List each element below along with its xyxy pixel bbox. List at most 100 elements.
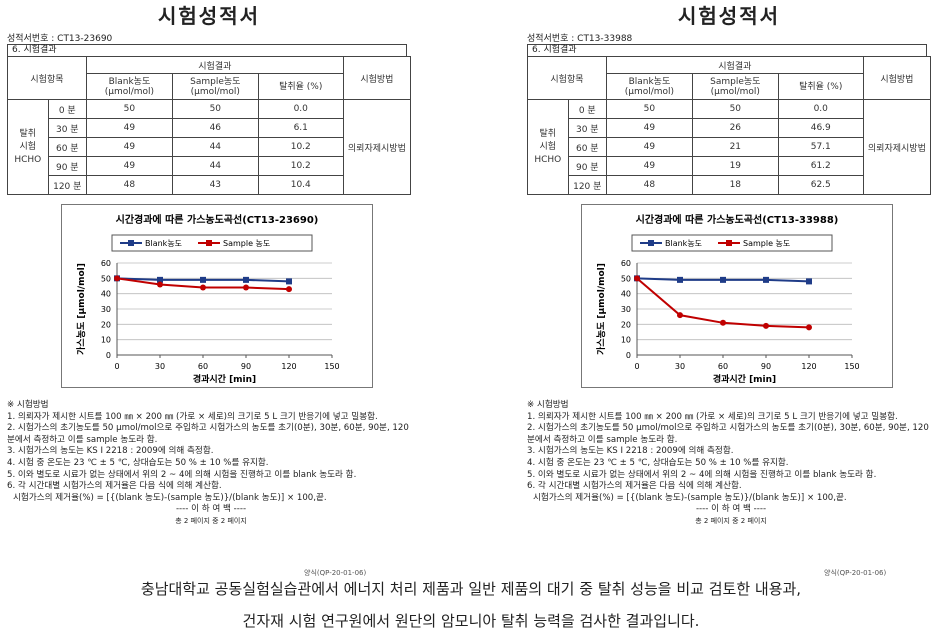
data-point xyxy=(720,319,726,326)
time-cell: 120 분 xyxy=(567,175,607,195)
value-cell: 62.5 xyxy=(777,175,864,195)
value-cell: 46 xyxy=(171,118,259,138)
data-point xyxy=(286,278,292,285)
notes-item: 3. 시험가스의 농도는 KS I 2218 : 2009에 의해 측정함. xyxy=(527,446,734,457)
subheader-text: (μmol/mol) xyxy=(190,86,240,97)
time-cell: 0 분 xyxy=(47,99,87,119)
item-text: 탈취 xyxy=(539,128,557,139)
header-row: 시험항목 시험결과 시험방법 xyxy=(527,56,932,100)
value-cell: 21 xyxy=(691,137,779,157)
data-point xyxy=(157,276,163,283)
y-axis-label: 가스농도 [μmol/mol] xyxy=(595,263,607,355)
y-tick-label: 10 xyxy=(101,336,111,345)
time-cell: 60 분 xyxy=(567,137,607,157)
subheader-cell: 탈취율 (%) xyxy=(777,73,864,100)
notes-item: 2. 시험가스의 초기농도를 50 μmol/mol으로 주입하고 시험가스의 … xyxy=(527,423,929,445)
doc-title: 시험성적서 xyxy=(678,4,780,28)
notes-item: 4. 시험 중 온도는 23 ℃ ± 5 ℃, 상대습도는 50 % ± 10 … xyxy=(527,457,789,468)
item-text: HCHO xyxy=(534,154,562,165)
chart-title: 시간경과에 따른 가스농도곡선(CT13-23690) xyxy=(116,213,319,226)
value-cell: 61.2 xyxy=(777,156,864,176)
x-tick-label: 90 xyxy=(761,362,771,371)
form-number: 양식(QP-20-01-06) xyxy=(824,569,887,577)
data-row: 30 분 49 46 6.1 xyxy=(8,118,411,138)
doc-title: 시험성적서 xyxy=(158,4,260,28)
subheader-text: 탈취율 (%) xyxy=(799,81,843,92)
subheader-row: Blank농도 (μmol/mol) Sample농도 (μmol/mol) 탈취율 (… xyxy=(8,73,411,100)
section-heading: 6. 시험결과 xyxy=(7,44,407,56)
value-cell: 6.1 xyxy=(257,118,344,138)
data-point xyxy=(763,276,769,283)
chart: 시간경과에 따른 가스농도곡선(CT13-23690) Blank농도 Sample… xyxy=(75,213,340,385)
value-cell: 50 xyxy=(691,99,779,119)
test-method-notes: ※ 시험방법 1. 의뢰자가 제시한 시트를 100 ㎜ × 200 ㎜ (가로 … xyxy=(527,400,935,528)
time-cell: 90 분 xyxy=(47,156,87,176)
subheader-text: (μmol/mol) xyxy=(710,86,760,97)
value-cell: 10.4 xyxy=(257,175,344,195)
value-cell: 10.2 xyxy=(257,137,344,157)
time-cell: 30 분 xyxy=(567,118,607,138)
subheader-cell: Sample농도 (μmol/mol) xyxy=(171,73,259,100)
notes-item: 3. 시험가스의 농도는 KS I 2218 : 2009에 의해 측정함. xyxy=(7,446,214,457)
data-point xyxy=(286,286,292,293)
data-point xyxy=(677,312,683,319)
x-axis-label: 경과시간 [min] xyxy=(713,373,776,385)
notes-item: 2. 시험가스의 초기농도를 50 μmol/mol으로 주입하고 시험가스의 … xyxy=(7,423,409,445)
notes-item: 6. 각 시간대별 시험가스의 제거율은 다음 식에 의해 계산함. xyxy=(527,481,742,492)
value-cell: 18 xyxy=(691,175,779,195)
y-tick-label: 10 xyxy=(621,336,631,345)
header-cell: 시험항목 xyxy=(527,56,607,100)
data-row: 탈취 시험 HCHO 0 분 50 50 0.0 의뢰자제시방법 xyxy=(7,99,412,195)
data-point xyxy=(677,276,683,283)
y-tick-label: 60 xyxy=(101,259,111,268)
legend-marker xyxy=(726,240,732,246)
data-row: 120 분 48 43 10.4 xyxy=(8,175,411,195)
legend-marker xyxy=(206,240,212,246)
x-tick-label: 60 xyxy=(718,362,728,371)
y-axis-label: 가스농도 [μmol/mol] xyxy=(75,263,87,355)
method-cell: 의뢰자제시방법 xyxy=(342,99,412,195)
value-cell: 49 xyxy=(605,118,693,138)
value-cell: 57.1 xyxy=(777,137,864,157)
item-text: 시험 xyxy=(539,141,557,152)
page-number: 총 2 페이지 중 2 페이지 xyxy=(175,516,247,525)
data-point xyxy=(157,281,163,288)
subheader-text: (μmol/mol) xyxy=(104,86,155,97)
header-cell: 시험결과 xyxy=(605,56,864,74)
notes-item: 5. 이와 별도로 시료가 없는 상태에서 위의 2 ~ 4에 의해 시험을 진… xyxy=(7,469,357,480)
data-point xyxy=(114,275,120,282)
data-point xyxy=(720,276,726,283)
notes-item: 5. 이와 별도로 시료가 없는 상태에서 위의 2 ~ 4에 의해 시험을 진… xyxy=(527,469,877,480)
item-text: 탈취 xyxy=(19,128,37,139)
subheader-text: Sample농도 xyxy=(190,76,241,87)
value-cell: 49 xyxy=(605,137,693,157)
form-number: 양식(QP-20-01-06) xyxy=(304,569,367,577)
chart-title: 시간경과에 따른 가스농도곡선(CT13-33988) xyxy=(636,213,839,226)
notes-item: 1. 의뢰자가 제시한 시트를 100 ㎜ × 200 ㎜ (가로 × 세로)의… xyxy=(7,411,378,422)
legend-label: Sample 농도 xyxy=(223,239,270,248)
value-cell: 0.0 xyxy=(257,99,344,119)
subheader-text: 탈취율 (%) xyxy=(279,81,323,92)
subheader-text: Blank농도 xyxy=(628,76,671,87)
header-cell: 시험방법 xyxy=(342,56,412,100)
data-row: 탈취 시험 HCHO 0 분 50 50 0.0 의뢰자제시방법 xyxy=(527,99,932,195)
report-number: 성적서번호 : CT13-23690 xyxy=(7,34,113,44)
value-cell: 26 xyxy=(691,118,779,138)
x-tick-label: 90 xyxy=(241,362,251,371)
notes-item: 1. 의뢰자가 제시한 시트를 100 ㎜ × 200 ㎜ (가로 × 세로)의… xyxy=(527,411,898,422)
time-cell: 0 분 xyxy=(567,99,607,119)
subheader-cell: Blank농도 (μmol/mol) xyxy=(605,73,693,100)
notes-item: 시험가스의 제거율(%) = [{(blank 농도)-(sample 농도)}… xyxy=(533,492,847,503)
value-cell: 50 xyxy=(605,99,693,119)
value-cell: 48 xyxy=(605,175,693,195)
notes-item: 6. 각 시간대별 시험가스의 제거율은 다음 식에 의해 계산함. xyxy=(7,481,222,492)
y-tick-label: 40 xyxy=(621,290,631,299)
legend-label: Blank농도 xyxy=(665,239,702,248)
y-tick-label: 30 xyxy=(101,305,111,314)
x-tick-label: 120 xyxy=(801,362,816,371)
notes-item: 시험가스의 제거율(%) = [{(blank 농도)-(sample 농도)}… xyxy=(13,492,327,503)
value-cell: 48 xyxy=(85,175,173,195)
test-method-notes: ※ 시험방법 1. 의뢰자가 제시한 시트를 100 ㎜ × 200 ㎜ (가로 … xyxy=(7,400,415,528)
notes-heading: ※ 시험방법 xyxy=(7,400,49,410)
